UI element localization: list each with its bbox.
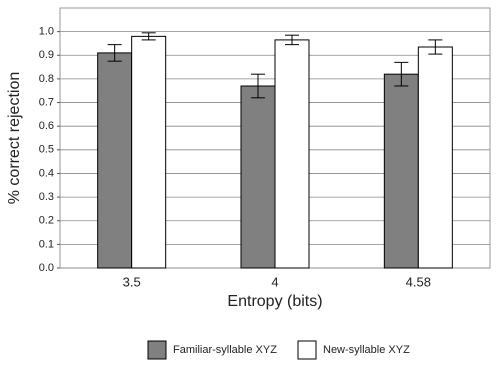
legend-swatch — [147, 340, 167, 360]
y-axis-title: % correct rejection — [6, 72, 23, 205]
y-tick-label: 0.6 — [39, 120, 54, 132]
y-tick-label: 0.0 — [39, 262, 54, 274]
y-tick-label: 0.5 — [39, 144, 54, 156]
y-tick-label: 0.1 — [39, 238, 54, 250]
x-tick-label: 3.5 — [123, 274, 141, 289]
bar — [97, 52, 133, 269]
legend-swatch — [297, 340, 317, 360]
bar — [417, 46, 453, 269]
legend-label: Familiar-syllable XYZ — [173, 344, 277, 356]
x-tick-label: 4.58 — [406, 274, 431, 289]
x-tick-label: 4 — [271, 274, 278, 289]
bar — [383, 73, 419, 269]
bar — [240, 85, 276, 269]
y-tick-label: 0.8 — [39, 73, 54, 85]
y-tick-label: 1.0 — [39, 26, 54, 38]
legend-label: New-syllable XYZ — [323, 344, 410, 356]
y-tick-label: 0.9 — [39, 49, 54, 61]
y-tick-label: 0.2 — [39, 215, 54, 227]
bar — [274, 39, 310, 269]
y-tick-label: 0.3 — [39, 191, 54, 203]
y-tick-label: 0.4 — [39, 167, 54, 179]
x-axis-title: Entropy (bits) — [227, 293, 322, 310]
bar — [131, 35, 167, 269]
y-tick-label: 0.7 — [39, 96, 54, 108]
